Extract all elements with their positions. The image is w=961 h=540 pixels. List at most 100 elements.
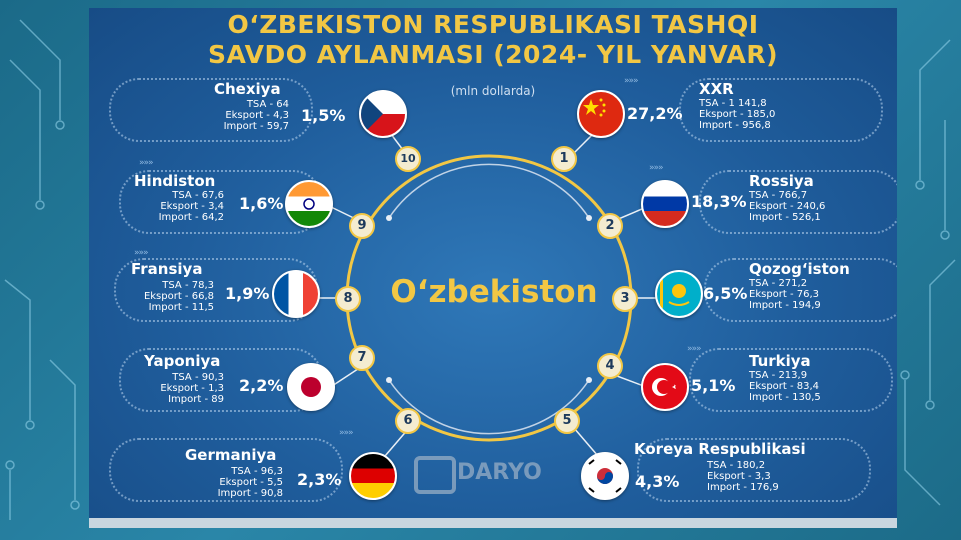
tsa-value: TSA - 1 141,8 — [699, 98, 767, 109]
chevron-icon: »»» — [339, 428, 353, 438]
partner-name-rossiya: Rossiya — [749, 172, 814, 190]
partner-stats-yaponiya: TSA - 90,3 Eksport - 1,3 Import - 89 — [144, 372, 224, 405]
partner-name-xxr: XXR — [699, 80, 734, 98]
share-hindiston: 1,6% — [239, 194, 284, 213]
partner-card-chexiya — [109, 78, 313, 142]
rank-badge-6: 6 — [395, 408, 421, 434]
eksport-value: Eksport - 5,5 — [219, 477, 283, 488]
partner-stats-xxr: TSA - 1 141,8 Eksport - 185,0 Import - 9… — [699, 98, 775, 131]
partner-name-hindiston: Hindiston — [134, 172, 216, 190]
eksport-value: Eksport - 83,4 — [749, 381, 820, 392]
india-flag-icon — [285, 180, 333, 228]
tsa-value: TSA - 64 — [246, 99, 289, 110]
share-yaponiya: 2,2% — [239, 376, 284, 395]
import-value: Import - 11,5 — [148, 302, 214, 313]
eksport-value: Eksport - 4,3 — [225, 110, 289, 121]
import-value: Import - 89 — [168, 394, 224, 405]
share-qozogiston: 6,5% — [703, 284, 748, 303]
import-value: Import - 64,2 — [158, 212, 224, 223]
france-flag-icon — [272, 270, 320, 318]
daryo-logo-icon — [414, 456, 456, 494]
tsa-value: TSA - 96,3 — [231, 466, 283, 477]
tsa-value: TSA - 271,2 — [749, 278, 808, 289]
partner-stats-koreya: TSA - 180,2 Eksport - 3,3 Import - 176,9 — [707, 460, 779, 493]
eksport-value: Eksport - 76,3 — [749, 289, 820, 300]
partner-name-turkiya: Turkiya — [749, 352, 811, 370]
share-germaniya: 2,3% — [297, 470, 342, 489]
rank-badge-7: 7 — [349, 345, 375, 371]
import-value: Import - 59,7 — [223, 121, 289, 132]
eksport-value: Eksport - 66,8 — [143, 291, 214, 302]
germany-flag-icon — [349, 452, 397, 500]
kazakhstan-flag-icon — [655, 270, 703, 318]
rank-badge-4: 4 — [597, 353, 623, 379]
partner-stats-hindiston: TSA - 67,6 Eksport - 3,4 Import - 64,2 — [144, 190, 224, 223]
tsa-value: TSA - 67,6 — [172, 190, 224, 201]
tsa-value: TSA - 213,9 — [749, 370, 808, 381]
china-flag-icon — [577, 90, 625, 138]
import-value: Import - 194,9 — [749, 300, 821, 311]
chevron-icon: »»» — [687, 344, 701, 354]
share-rossiya: 18,3% — [691, 192, 747, 211]
bottom-strip — [89, 518, 897, 528]
rank-badge-3: 3 — [612, 286, 638, 312]
partner-name-yaponiya: Yaponiya — [144, 352, 221, 370]
partner-name-fransiya: Fransiya — [131, 260, 203, 278]
rank-badge-9: 9 — [349, 213, 375, 239]
chevron-icon: »»» — [134, 248, 148, 258]
chevron-icon: »»» — [624, 76, 638, 86]
rank-badge-10: 10 — [395, 146, 421, 172]
partner-name-koreya: Koreya Respublikasi — [634, 440, 806, 458]
import-value: Import - 130,5 — [749, 392, 821, 403]
partner-card-koreya — [637, 438, 871, 502]
eksport-value: Eksport - 3,3 — [707, 471, 771, 482]
tsa-value: TSA - 90,3 — [172, 372, 224, 383]
partner-stats-germaniya: TSA - 96,3 Eksport - 5,5 Import - 90,8 — [199, 466, 283, 499]
share-chexiya: 1,5% — [301, 106, 346, 125]
rank-badge-1: 1 — [551, 146, 577, 172]
eksport-value: Eksport - 1,3 — [160, 383, 224, 394]
czech-flag-icon — [359, 90, 407, 138]
brand-watermark: DARYO — [457, 460, 542, 485]
partner-card-qozogiston — [704, 258, 897, 322]
turkey-flag-icon — [641, 363, 689, 411]
chevron-icon: »»» — [139, 158, 153, 168]
rank-badge-2: 2 — [597, 213, 623, 239]
partner-stats-fransiya: TSA - 78,3 Eksport - 66,8 Import - 11,5 — [134, 280, 214, 313]
import-value: Import - 176,9 — [707, 482, 779, 493]
partner-stats-chexiya: TSA - 64 Eksport - 4,3 Import - 59,7 — [219, 99, 289, 132]
partner-stats-qozogiston: TSA - 271,2 Eksport - 76,3 Import - 194,… — [749, 278, 821, 311]
share-fransiya: 1,9% — [225, 284, 270, 303]
chevron-icon: »»» — [649, 163, 663, 173]
eksport-value: Eksport - 240,6 — [749, 201, 826, 212]
partner-name-germaniya: Germaniya — [185, 446, 277, 464]
eksport-value: Eksport - 185,0 — [699, 109, 776, 120]
partner-card-germaniya — [109, 438, 343, 502]
tsa-value: TSA - 766,7 — [749, 190, 808, 201]
partner-stats-turkiya: TSA - 213,9 Eksport - 83,4 Import - 130,… — [749, 370, 821, 403]
partner-card-xxr — [679, 78, 883, 142]
share-koreya: 4,3% — [635, 472, 680, 491]
import-value: Import - 526,1 — [749, 212, 821, 223]
partner-stats-rossiya: TSA - 766,7 Eksport - 240,6 Import - 526… — [749, 190, 825, 223]
title-line-1: O‘ZBEKISTON RESPUBLIKASI TASHQI — [227, 10, 759, 39]
share-xxr: 27,2% — [627, 104, 683, 123]
share-turkiya: 5,1% — [691, 376, 736, 395]
partner-card-turkiya — [689, 348, 893, 412]
unit-label: (mln dollarda) — [450, 84, 536, 98]
partner-card-rossiya — [699, 170, 897, 234]
eksport-value: Eksport - 3,4 — [160, 201, 224, 212]
partner-name-qozogiston: Qozog‘iston — [749, 260, 850, 278]
import-value: Import - 90,8 — [217, 488, 283, 499]
tsa-value: TSA - 180,2 — [707, 460, 766, 471]
rank-badge-8: 8 — [335, 286, 361, 312]
center-country-label: O‘zbekiston — [390, 274, 598, 310]
rank-badge-5: 5 — [554, 408, 580, 434]
title-line-2: SAVDO AYLANMASI (2024- YIL YANVAR) — [208, 40, 778, 69]
partner-name-chexiya: Chexiya — [214, 80, 281, 98]
japan-flag-icon — [287, 363, 335, 411]
infographic-panel: O‘ZBEKISTON RESPUBLIKASI TASHQI SAVDO AY… — [89, 8, 897, 526]
import-value: Import - 956,8 — [699, 120, 771, 131]
tsa-value: TSA - 78,3 — [162, 280, 214, 291]
